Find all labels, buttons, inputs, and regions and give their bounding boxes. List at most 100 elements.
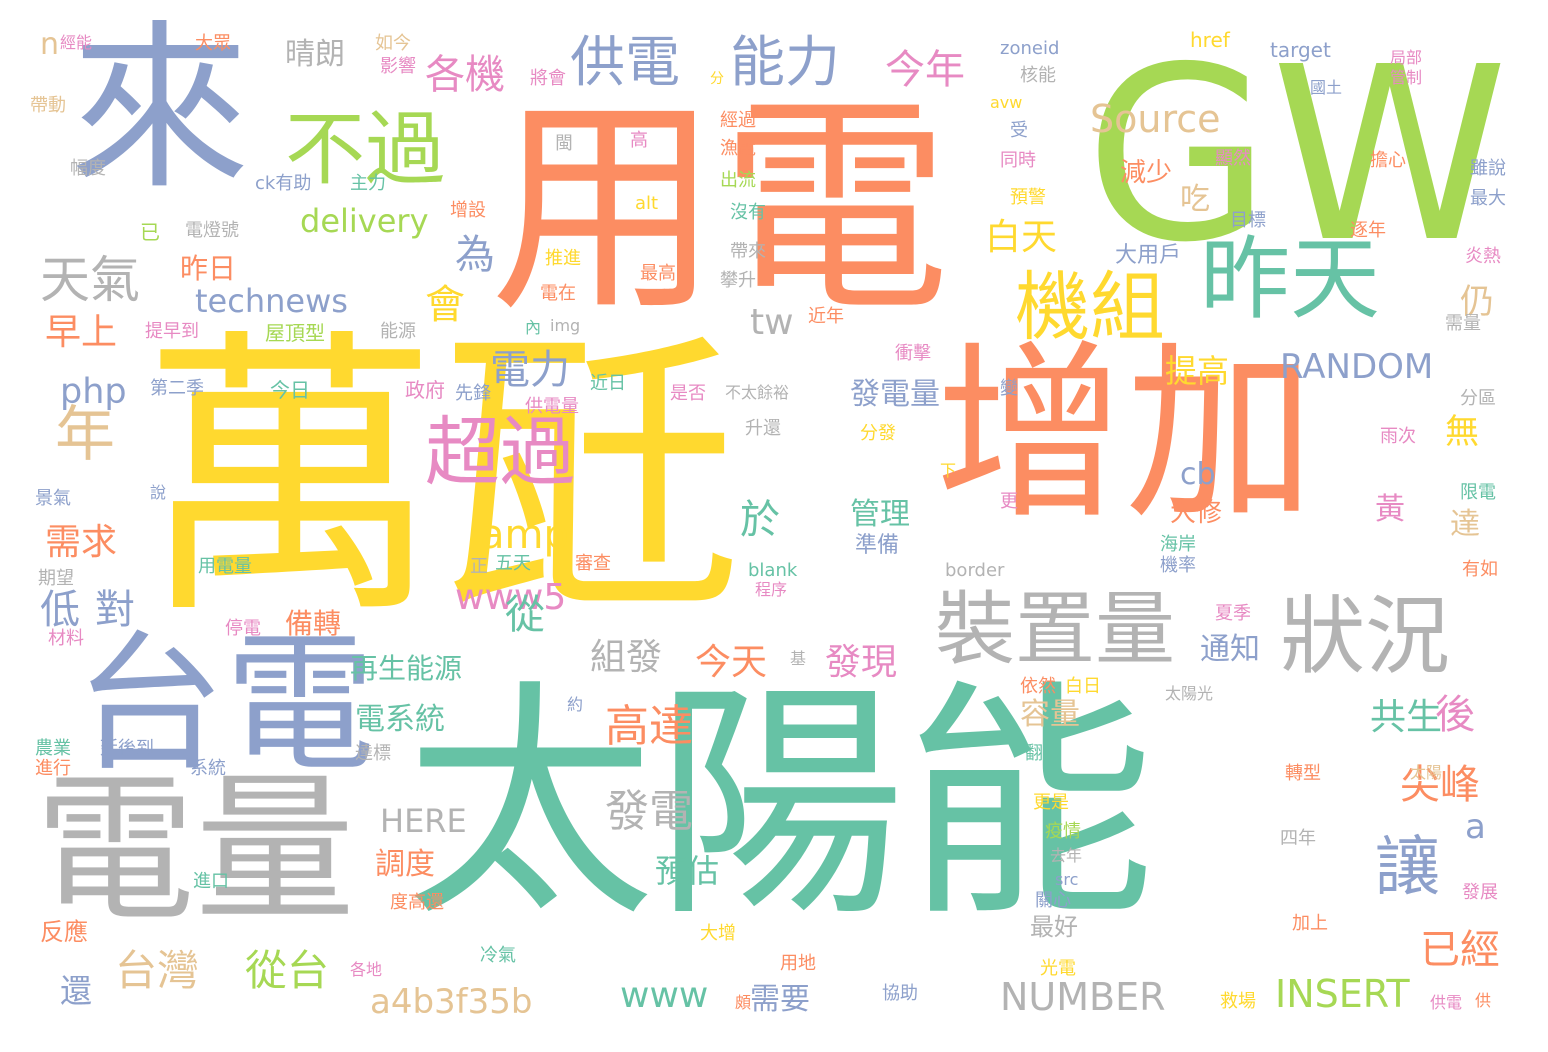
cloud-word: 先鋒	[455, 383, 491, 404]
cloud-word: 將會	[530, 68, 566, 89]
cloud-word: n	[40, 27, 60, 62]
cloud-word: 對	[95, 587, 135, 633]
cloud-word: 通知	[1200, 632, 1260, 667]
cloud-word: 能源	[380, 321, 416, 342]
cloud-word: 升還	[745, 418, 781, 439]
cloud-word: 限電	[1460, 482, 1496, 503]
cloud-word: 翻倍	[1025, 743, 1061, 764]
cloud-word: 年	[55, 400, 115, 470]
cloud-word: 沒有	[730, 202, 766, 223]
cloud-word: 管理	[850, 497, 910, 532]
cloud-word: 去年	[1050, 846, 1083, 865]
cloud-word: 受	[1010, 120, 1028, 141]
cloud-word: 關心	[1035, 890, 1071, 911]
cloud-word: 不過	[285, 103, 445, 196]
cloud-word: 進行	[35, 758, 71, 779]
cloud-word: 說	[150, 483, 167, 502]
cloud-word: 推進	[545, 248, 581, 269]
cloud-word: 白日	[1065, 676, 1101, 697]
cloud-word: 白天	[985, 217, 1058, 258]
cloud-word: 發電	[605, 786, 693, 837]
cloud-word: 今年	[885, 47, 965, 93]
cloud-word: 五天	[495, 553, 531, 574]
cloud-word: 大眾	[195, 33, 231, 54]
cloud-word: 仍	[1460, 282, 1494, 322]
cloud-word: 昨日	[180, 252, 237, 285]
cloud-word: 發展	[1462, 882, 1498, 903]
cloud-word: 閩	[555, 133, 573, 154]
cloud-word: blank	[748, 560, 798, 581]
cloud-word: 如今	[375, 33, 411, 54]
cloud-word: 材料	[48, 628, 84, 649]
cloud-word: 雖說	[1470, 158, 1506, 179]
cloud-word: 達	[1450, 507, 1480, 542]
cloud-word: 同時	[1000, 150, 1036, 171]
cloud-word: 各機	[425, 52, 505, 98]
cloud-word: 國土	[1310, 78, 1343, 97]
cloud-word: 是否	[670, 383, 706, 404]
cloud-word: 分	[710, 71, 724, 87]
cloud-word: 會	[425, 282, 465, 328]
cloud-word: 經過	[720, 110, 756, 131]
cloud-word: 減少	[1120, 158, 1173, 188]
cloud-word: 低	[40, 587, 80, 633]
cloud-word: 影響	[380, 56, 416, 77]
cloud-word: 供	[1475, 991, 1492, 1010]
cloud-word: www	[620, 975, 709, 1016]
cloud-word: 夏季	[1215, 603, 1251, 624]
cloud-word: 為	[455, 232, 495, 278]
cloud-word: 更是	[1033, 792, 1069, 813]
cloud-word: 預警	[1010, 187, 1046, 208]
cloud-word: 組發	[590, 637, 663, 678]
cloud-word: 從台	[245, 946, 330, 995]
cloud-word: 約	[567, 695, 584, 714]
cloud-word: 共生	[1370, 697, 1443, 738]
cloud-word: 昨天	[1200, 227, 1380, 332]
cloud-word: 各地	[350, 960, 383, 979]
cloud-word: php	[60, 372, 127, 412]
cloud-word: 衝擊	[895, 343, 931, 364]
cloud-word: RANDOM	[1280, 347, 1434, 387]
cloud-word: 需求	[45, 522, 118, 563]
cloud-word: 協助	[882, 983, 918, 1004]
cloud-word: HERE	[380, 802, 467, 840]
cloud-word: 再生能源	[350, 652, 463, 685]
cloud-word: 幅度	[70, 158, 106, 179]
cloud-word: Source	[1090, 97, 1221, 141]
cloud-word: 更	[1000, 491, 1018, 512]
cloud-word: 來	[70, 5, 251, 214]
cloud-word: avw	[990, 93, 1023, 112]
cloud-word: 審查	[575, 553, 611, 574]
cloud-word: 調度	[375, 847, 435, 882]
cloud-word: 太陽光	[1165, 684, 1214, 703]
cloud-word: 裝置量	[935, 583, 1175, 676]
cloud-word: 尖峰	[1400, 762, 1480, 808]
cloud-word: 核能	[1020, 65, 1056, 86]
cloud-word: border	[945, 560, 1005, 581]
cloud-word: 早上	[45, 312, 118, 353]
cloud-word: amp	[480, 512, 569, 558]
cloud-word: 機率	[1160, 555, 1196, 576]
cloud-word: 農業	[35, 738, 71, 759]
cloud-word: img	[550, 316, 581, 335]
cloud-word: INSERT	[1275, 972, 1410, 1016]
cloud-word: 停電	[225, 618, 261, 639]
cloud-word: 系統	[190, 758, 226, 779]
cloud-word: 加上	[1292, 913, 1328, 934]
cloud-word: 內	[525, 318, 542, 337]
cloud-word: 提早到	[145, 321, 199, 342]
cloud-word: 備轉	[285, 607, 342, 640]
cloud-word: 需要	[750, 982, 810, 1017]
cloud-word: 大增	[700, 923, 736, 944]
cloud-word: 景氣	[35, 488, 71, 509]
cloud-word: a4b3f35b	[370, 982, 533, 1022]
cloud-word: 太陽能	[405, 659, 1155, 950]
cloud-word: 電在	[540, 283, 576, 304]
cloud-word: 發電量	[850, 377, 940, 412]
cloud-word: 機組	[1015, 263, 1166, 351]
cloud-word: 有如	[1462, 559, 1498, 580]
cloud-word: 已	[140, 220, 160, 244]
cloud-word: tw	[750, 302, 794, 343]
cloud-word: 無	[1445, 412, 1479, 452]
